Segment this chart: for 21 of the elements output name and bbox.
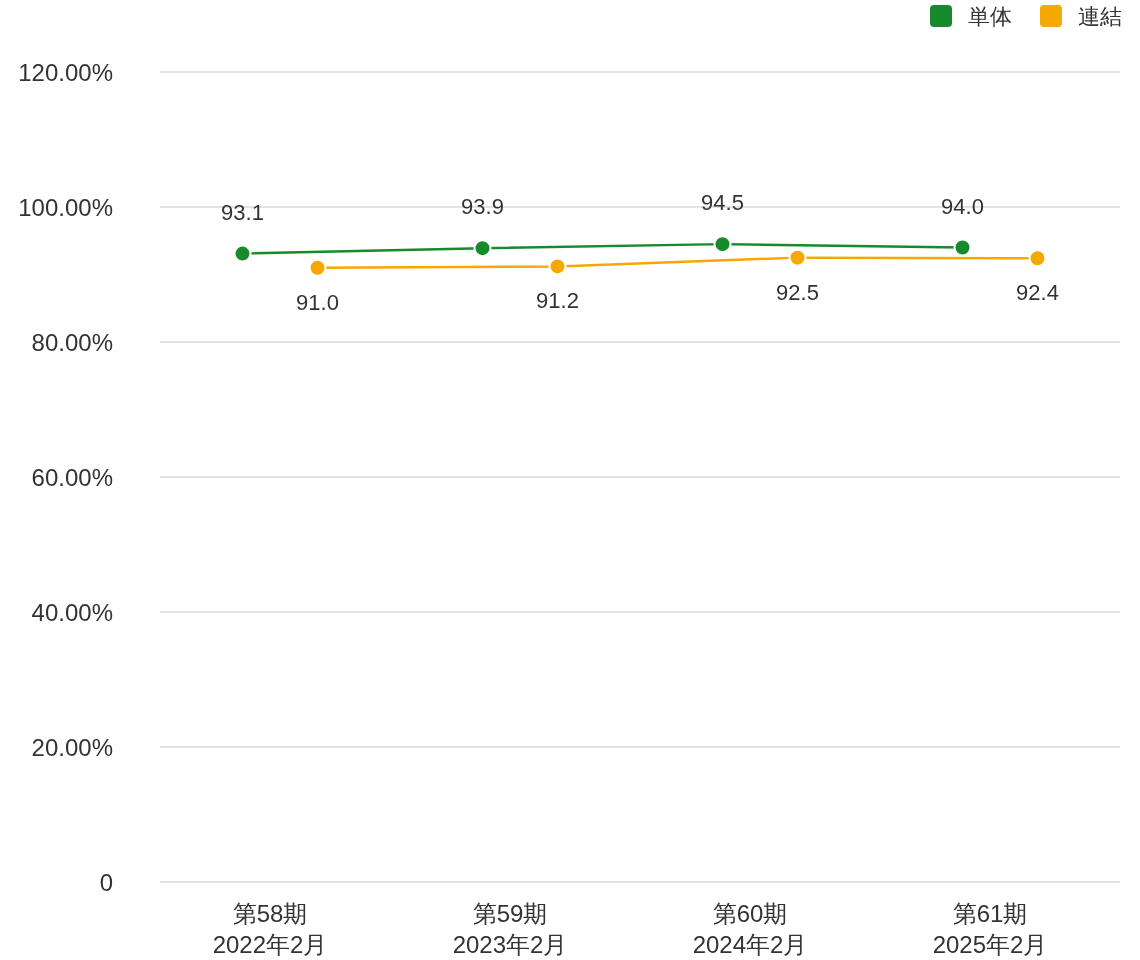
y-tick-label: 120.00% xyxy=(18,58,113,86)
data-label: 92.5 xyxy=(776,279,819,305)
data-label: 92.4 xyxy=(1016,280,1059,306)
x-tick-label: 第59期 2023年2月 xyxy=(452,900,568,958)
y-tick-label: 40.00% xyxy=(31,598,113,626)
data-label: 94.0 xyxy=(941,193,984,219)
data-label: 91.0 xyxy=(296,289,339,315)
y-tick-label: 20.00% xyxy=(31,733,113,761)
data-label: 94.5 xyxy=(701,190,744,216)
x-tick-label: 第58期 2022年2月 xyxy=(212,900,328,958)
x-tick-label: 第61期 2025年2月 xyxy=(932,900,1048,958)
x-tick-label: 第60期 2024年2月 xyxy=(692,900,808,958)
legend-label: 単体 xyxy=(968,3,1012,29)
y-tick-label: 60.00% xyxy=(31,463,113,491)
data-label: 93.1 xyxy=(221,199,264,225)
data-label: 93.9 xyxy=(461,194,504,220)
legend-label: 連結 xyxy=(1078,3,1122,29)
data-label: 91.2 xyxy=(536,288,579,314)
y-tick-label: 80.00% xyxy=(31,328,113,356)
y-tick-label: 0 xyxy=(99,868,113,896)
y-tick-label: 100.00% xyxy=(18,193,113,221)
